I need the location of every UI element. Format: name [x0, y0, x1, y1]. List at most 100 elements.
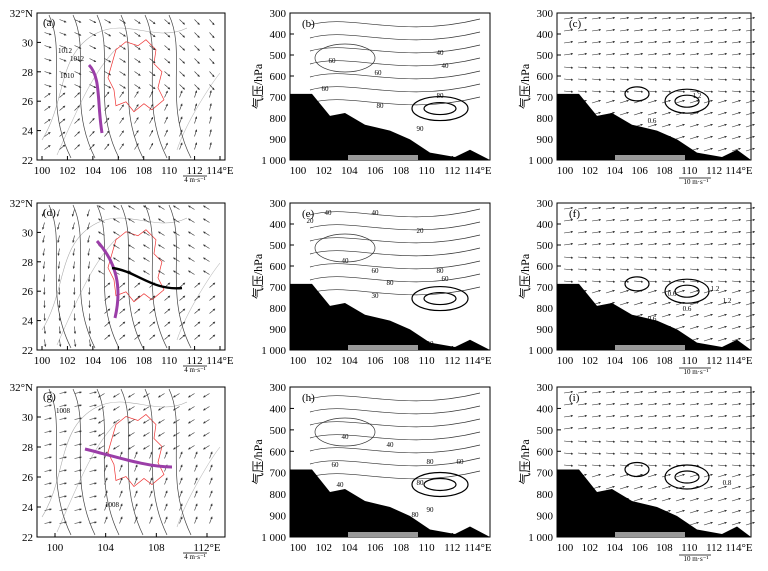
lon-tick-label: 108 — [656, 542, 673, 554]
wind-vector — [194, 32, 200, 38]
wind-vector — [149, 32, 156, 38]
wind-vector — [119, 84, 126, 89]
wind-vector — [104, 321, 111, 327]
wind-vector — [194, 116, 198, 124]
omega-contour — [674, 284, 700, 298]
lat-tick-label: 26 — [22, 96, 34, 108]
wind-vector — [149, 142, 154, 150]
lat-tick-label: 22 — [22, 345, 33, 357]
wind-vector — [119, 503, 123, 511]
lat-tick-label: 26 — [22, 472, 34, 484]
isobar — [72, 204, 96, 349]
wind-vector — [731, 464, 742, 467]
wind-vector — [605, 473, 615, 478]
wind-vector — [745, 78, 756, 81]
wind-vector — [703, 485, 713, 490]
wind-vector — [149, 477, 153, 485]
wind-vector — [689, 440, 700, 443]
wind-vector — [577, 452, 588, 455]
wind-vector — [563, 440, 574, 443]
wind-vector — [647, 301, 657, 306]
wind-vector — [647, 485, 657, 490]
lon-tick-label: 104 — [341, 542, 358, 554]
wind-vector — [731, 509, 741, 514]
lon-tick-label: 112 — [187, 355, 203, 367]
wind-vector — [149, 71, 156, 77]
wind-vector — [577, 256, 588, 259]
wind-vector — [577, 402, 588, 406]
wind-vector — [647, 123, 657, 128]
wind-vector — [563, 206, 574, 210]
wind-vector — [689, 206, 700, 210]
wind-vector — [591, 280, 602, 283]
wind-vector — [44, 417, 52, 420]
wind-vector — [703, 90, 714, 93]
wind-vector — [113, 406, 120, 411]
wind-vector — [59, 391, 67, 394]
wind-vector — [149, 84, 156, 90]
wind-vector — [563, 390, 574, 394]
wind-vector — [717, 485, 727, 490]
wind-vector — [647, 426, 658, 430]
wind-vector — [731, 28, 742, 32]
wind-vector — [563, 280, 574, 283]
wind-vector — [104, 490, 108, 498]
pressure-axis-label: 气压/hPa — [517, 63, 532, 109]
lat-tick-label: 32°N — [10, 8, 33, 20]
wind-vector — [88, 326, 92, 334]
wind-vector — [619, 390, 630, 394]
wind-vector — [134, 143, 139, 150]
wind-vector — [633, 280, 644, 283]
wind-vector — [119, 334, 126, 340]
lon-tick-label: 112 — [444, 355, 460, 367]
wind-vector — [44, 71, 52, 75]
lon-tick-label: 114°E — [725, 165, 752, 177]
wind-vector — [104, 295, 111, 301]
wind-vector — [143, 419, 150, 424]
wind-vector — [689, 16, 700, 20]
wind-vector — [577, 390, 588, 394]
wind-vector — [717, 111, 727, 116]
wind-vector — [661, 452, 672, 455]
wind-vector — [703, 40, 714, 44]
wind-vector — [158, 393, 165, 398]
rh-contour — [309, 418, 481, 428]
wind-vector — [179, 477, 183, 485]
isobar — [96, 204, 120, 349]
lat-tick-label: 30 — [22, 37, 34, 49]
pressure-tick-label: 800 — [270, 113, 287, 125]
contour-label: 60 — [322, 85, 330, 93]
wind-vector — [179, 503, 183, 511]
wind-vector — [689, 90, 700, 93]
wind-vector — [173, 231, 180, 236]
rh-contour-high — [423, 477, 457, 492]
wind-vector — [633, 111, 643, 116]
wind-vector — [44, 443, 52, 446]
wind-vector — [164, 19, 171, 25]
wind-vector — [119, 104, 124, 111]
wind-vector — [661, 123, 671, 128]
wind-vector — [633, 206, 644, 210]
wind-vector — [134, 321, 141, 327]
pressure-axis-label: 气压/hPa — [250, 63, 265, 109]
wind-vector — [134, 295, 141, 301]
wind-vector — [633, 414, 644, 418]
terrain-mask — [557, 283, 751, 350]
wind-vector — [72, 222, 75, 230]
isobar — [168, 388, 192, 536]
wind-vector — [563, 218, 574, 222]
omega-contour — [624, 276, 650, 292]
wind-vector — [89, 45, 97, 50]
wind-vector — [745, 99, 755, 104]
lon-tick-label: 110 — [419, 165, 436, 177]
wind-vector — [703, 301, 713, 306]
wind-vector — [745, 218, 756, 222]
wind-vector — [675, 452, 686, 455]
wind-vector — [128, 393, 135, 398]
wind-vector — [44, 58, 52, 62]
wind-vector — [731, 402, 742, 406]
wind-vector — [577, 218, 588, 222]
wind-vector — [89, 391, 97, 394]
lon-tick-label: 100 — [557, 542, 574, 554]
wind-vector — [179, 282, 186, 288]
